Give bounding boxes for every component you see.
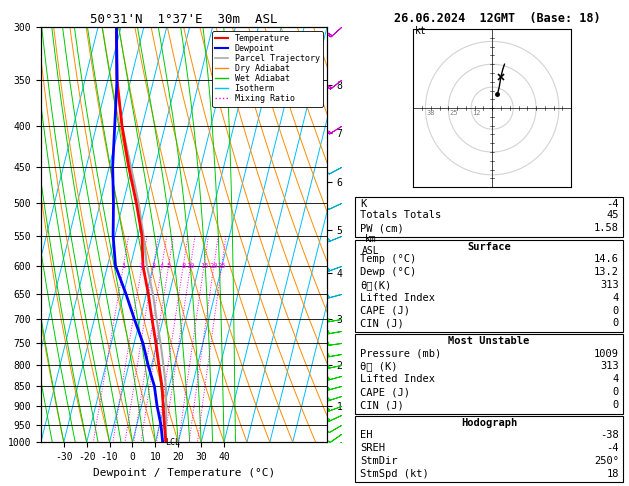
Text: Dewp (°C): Dewp (°C) bbox=[360, 267, 416, 277]
Text: Lifted Index: Lifted Index bbox=[360, 374, 435, 384]
Text: 5: 5 bbox=[167, 263, 170, 269]
Text: 25: 25 bbox=[449, 110, 458, 117]
Text: -38: -38 bbox=[600, 430, 619, 440]
Text: -4: -4 bbox=[606, 443, 619, 453]
Y-axis label: km
ASL: km ASL bbox=[362, 235, 379, 256]
Text: Temp (°C): Temp (°C) bbox=[360, 254, 416, 264]
Text: LCL: LCL bbox=[165, 438, 180, 447]
Text: CIN (J): CIN (J) bbox=[360, 400, 404, 410]
Text: 4: 4 bbox=[160, 263, 164, 269]
X-axis label: Dewpoint / Temperature (°C): Dewpoint / Temperature (°C) bbox=[93, 468, 275, 478]
Title: 50°31'N  1°37'E  30m  ASL: 50°31'N 1°37'E 30m ASL bbox=[90, 13, 278, 26]
Text: CIN (J): CIN (J) bbox=[360, 318, 404, 329]
Text: 313: 313 bbox=[600, 280, 619, 290]
Legend: Temperature, Dewpoint, Parcel Trajectory, Dry Adiabat, Wet Adiabat, Isotherm, Mi: Temperature, Dewpoint, Parcel Trajectory… bbox=[212, 31, 323, 106]
Text: Lifted Index: Lifted Index bbox=[360, 293, 435, 303]
Text: kt: kt bbox=[415, 26, 426, 36]
Text: 26.06.2024  12GMT  (Base: 18): 26.06.2024 12GMT (Base: 18) bbox=[394, 12, 600, 25]
Text: StmDir: StmDir bbox=[360, 456, 398, 466]
Text: -4: -4 bbox=[606, 199, 619, 209]
Text: 4: 4 bbox=[613, 374, 619, 384]
Text: EH: EH bbox=[360, 430, 373, 440]
Text: 1.58: 1.58 bbox=[594, 223, 619, 233]
Text: 15: 15 bbox=[199, 263, 208, 269]
Text: Pressure (mb): Pressure (mb) bbox=[360, 348, 442, 359]
Text: Totals Totals: Totals Totals bbox=[360, 210, 442, 220]
Text: PW (cm): PW (cm) bbox=[360, 223, 404, 233]
Text: StmSpd (kt): StmSpd (kt) bbox=[360, 469, 429, 479]
Text: θᴇ(K): θᴇ(K) bbox=[360, 280, 392, 290]
Text: SREH: SREH bbox=[360, 443, 386, 453]
Text: 4: 4 bbox=[613, 293, 619, 303]
Text: 0: 0 bbox=[613, 318, 619, 329]
Text: 0: 0 bbox=[613, 306, 619, 315]
Text: 20: 20 bbox=[209, 263, 218, 269]
Text: 25: 25 bbox=[218, 263, 226, 269]
Text: 2: 2 bbox=[140, 263, 144, 269]
Text: Surface: Surface bbox=[467, 242, 511, 252]
Y-axis label: hPa: hPa bbox=[0, 225, 2, 244]
Text: 8: 8 bbox=[181, 263, 186, 269]
Text: CAPE (J): CAPE (J) bbox=[360, 387, 410, 397]
Text: 18: 18 bbox=[606, 469, 619, 479]
Text: θᴇ (K): θᴇ (K) bbox=[360, 362, 398, 371]
Text: 14.6: 14.6 bbox=[594, 254, 619, 264]
Text: 10: 10 bbox=[186, 263, 195, 269]
Text: 313: 313 bbox=[600, 362, 619, 371]
Text: 250°: 250° bbox=[594, 456, 619, 466]
Text: 12: 12 bbox=[472, 110, 481, 117]
Text: 3: 3 bbox=[152, 263, 155, 269]
Text: 38: 38 bbox=[426, 110, 435, 117]
Text: 0: 0 bbox=[613, 387, 619, 397]
Text: 45: 45 bbox=[606, 210, 619, 220]
Text: 1: 1 bbox=[121, 263, 126, 269]
Text: 0: 0 bbox=[613, 400, 619, 410]
Text: Most Unstable: Most Unstable bbox=[448, 336, 530, 347]
Text: 1009: 1009 bbox=[594, 348, 619, 359]
Text: Hodograph: Hodograph bbox=[461, 418, 517, 428]
Text: 13.2: 13.2 bbox=[594, 267, 619, 277]
Text: CAPE (J): CAPE (J) bbox=[360, 306, 410, 315]
Text: K: K bbox=[360, 199, 367, 209]
